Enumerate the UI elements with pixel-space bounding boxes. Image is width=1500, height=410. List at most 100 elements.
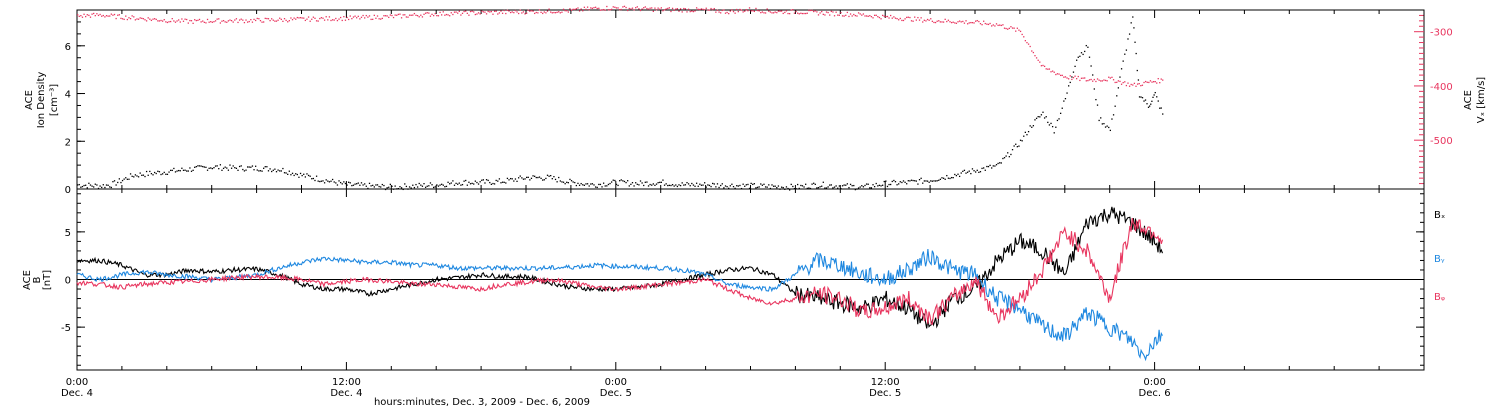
bottom-left-ylabel-line1: ACE [22,270,33,290]
density-point [981,167,983,170]
density-point [1098,119,1100,122]
density-point [335,182,337,184]
vx-point [221,20,223,22]
vx-point [742,11,744,13]
vx-point [243,21,246,24]
density-point [771,184,773,186]
density-point [564,183,566,185]
density-point [912,179,914,182]
vx-point [957,21,959,23]
density-point [575,184,578,187]
density-point [655,183,658,185]
vx-point [1023,36,1025,38]
vx-point [392,16,395,19]
vx-point [195,19,197,22]
density-point [137,176,140,178]
vx-point [928,19,930,21]
top-left-tick-label: 2 [65,137,71,148]
bottom-left-ylabel-line3: [nT] [42,270,53,290]
density-point [466,184,468,186]
vx-point [610,8,613,10]
density-point [893,179,895,182]
vx-point [806,12,808,14]
vx-point [975,20,977,22]
vx-point [434,12,436,15]
vx-point [359,18,361,20]
vx-point [659,8,661,10]
density-point [649,183,651,186]
vx-point [91,13,93,15]
density-point [145,170,148,173]
density-point [716,183,719,185]
density-point [968,170,970,172]
top-left-ylabel-line3: [cm⁻³] [49,84,60,116]
density-point [96,184,98,186]
density-point [987,165,990,168]
vx-point [657,7,659,9]
vx-point [811,9,813,12]
vx-point [107,15,109,17]
density-point [963,169,966,171]
vx-point [994,25,996,27]
vx-point [256,17,258,20]
vx-point [80,14,82,17]
vx-point [1059,74,1062,77]
vx-point [588,9,590,11]
vx-point [473,11,475,13]
vx-point [764,12,767,14]
vx-point [744,10,746,12]
density-point [604,185,606,187]
density-point [657,182,659,184]
density-point [165,173,167,175]
vx-point [182,20,185,22]
density-point [814,183,816,185]
density-point [415,183,417,186]
density-point [259,170,262,172]
density-point [888,183,890,186]
density-point [721,183,723,185]
density-point [857,187,860,189]
vx-point [1007,28,1009,30]
density-point [250,166,252,168]
density-point [572,181,574,183]
density-point [907,180,909,182]
density-point [388,186,390,188]
vx-point [88,14,90,17]
vx-point [99,13,101,16]
density-point [261,170,263,172]
vx-point [793,12,796,14]
vx-point [1066,77,1068,79]
vx-point [683,7,685,10]
vx-point [245,19,247,21]
vx-point [667,7,669,10]
density-point [1056,119,1059,122]
vx-point [1100,80,1102,82]
vx-point [750,10,752,12]
density-point [864,184,866,187]
density-point [197,165,199,167]
density-point [1050,122,1052,125]
density-point [86,187,88,189]
vx-point [280,18,282,21]
density-point [83,184,85,187]
vx-point [117,14,119,16]
vx-point [795,10,797,13]
density-point [660,181,662,183]
density-point [1039,116,1041,118]
density-point [147,174,149,176]
vx-point [216,18,218,20]
density-point [891,180,893,183]
vx-point [612,6,614,8]
vx-point [279,17,281,19]
density-point [665,183,667,185]
density-point [548,175,550,177]
vx-point [364,17,366,19]
vx-point [104,16,106,18]
density-point [441,183,443,185]
vx-point [914,16,916,18]
vx-point [609,9,611,11]
vx-point [501,12,504,14]
vx-point [926,18,929,21]
density-point [1159,107,1161,109]
vx-point [283,18,286,20]
